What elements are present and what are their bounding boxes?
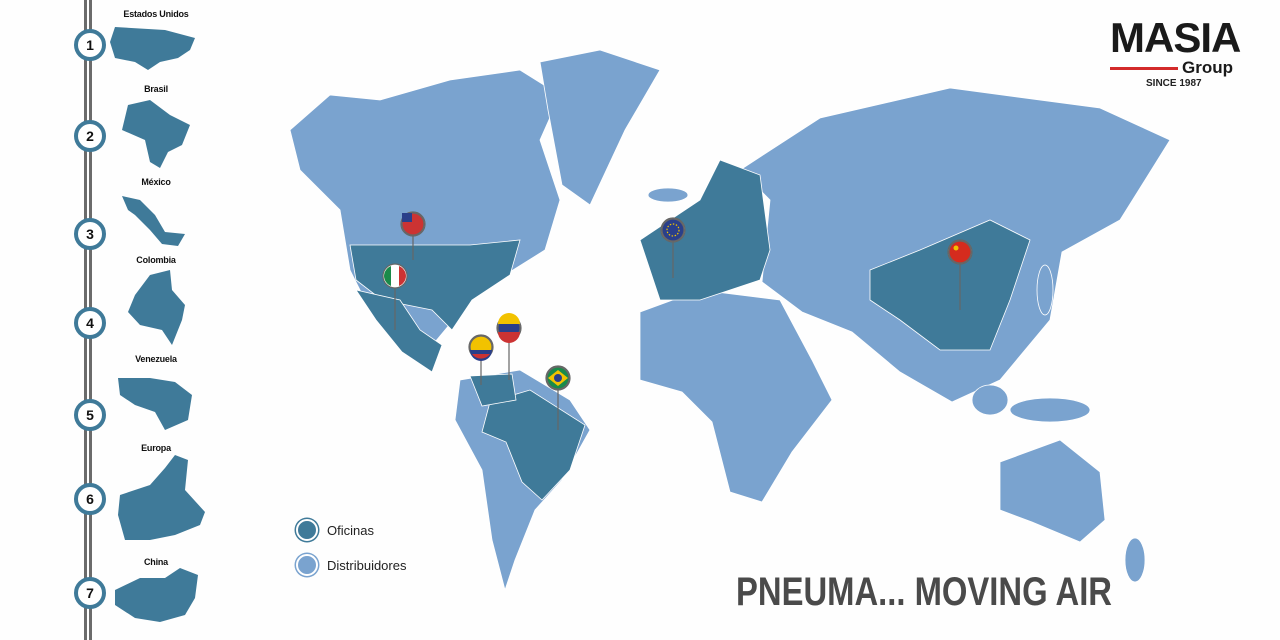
- step-3: 3: [74, 218, 106, 250]
- label-venezuela: Venezuela: [135, 354, 177, 364]
- china-region: [869, 219, 1031, 351]
- step-6: 6: [74, 483, 106, 515]
- north-america: [289, 69, 561, 361]
- legend-offices-label: Oficinas: [327, 522, 374, 538]
- colombia-shape: [128, 270, 185, 345]
- legend-offices: Oficinas: [296, 519, 374, 541]
- brazil-region: [481, 389, 586, 501]
- sidebar-country-shapes: [110, 27, 205, 622]
- label-colombia: Colombia: [136, 255, 176, 265]
- eu-flag-pin: [660, 217, 686, 278]
- label-europa: Europa: [141, 443, 171, 453]
- step-4: 4: [74, 307, 106, 339]
- step-5: 5: [74, 399, 106, 431]
- brazil-flag-pin: [545, 365, 571, 430]
- legend-distributors: Distribuidores: [296, 554, 406, 576]
- brand-since: SINCE 1987: [1146, 78, 1202, 89]
- mexico-flag-pin: [382, 263, 408, 330]
- usa-flag-pin: [400, 211, 426, 260]
- label-brasil: Brasil: [144, 84, 168, 94]
- china-flag-pin: [947, 239, 973, 310]
- step-2: 2: [74, 120, 106, 152]
- offices-swatch: [296, 519, 318, 541]
- label-usa: Estados Unidos: [123, 9, 189, 19]
- mexico-region: [355, 289, 443, 373]
- brazil-shape: [122, 100, 190, 168]
- greenland: [539, 49, 661, 206]
- legend-distributors-label: Distribuidores: [327, 557, 407, 573]
- europe-shape: [118, 455, 205, 540]
- brand-logo: MASIA Group SINCE 1987: [1110, 14, 1245, 89]
- step-1: 1: [74, 29, 106, 61]
- brand-sub: Group: [1182, 58, 1233, 77]
- step-7: 7: [74, 577, 106, 609]
- usa-region: [349, 239, 521, 331]
- usa-shape: [110, 27, 195, 70]
- colombia-flag-pin: [468, 334, 494, 385]
- venezuela-shape: [118, 378, 192, 430]
- mexico-shape: [122, 196, 185, 246]
- brand-name: MASIA: [1110, 14, 1241, 61]
- europe-region: [639, 159, 771, 301]
- label-china: China: [143, 557, 168, 567]
- distributors-swatch: [296, 554, 318, 576]
- africa: [639, 289, 833, 503]
- distributor-regions: [289, 49, 1171, 592]
- brand-red-line: [1110, 66, 1178, 70]
- china-shape: [115, 568, 198, 622]
- slogan: PNEUMA... MOVING AIR: [736, 570, 1113, 614]
- label-mexico: México: [141, 177, 171, 187]
- australia: [999, 439, 1106, 543]
- flag-pins: [382, 211, 973, 430]
- venezuela-flag-pin: [496, 313, 522, 380]
